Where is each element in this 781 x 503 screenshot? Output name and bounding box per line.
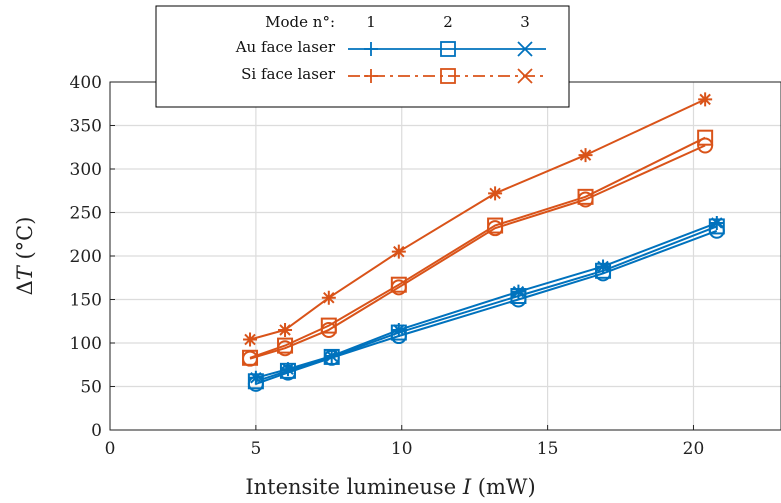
series-3: [248, 215, 724, 385]
y-tick-label: 400: [70, 73, 102, 93]
asterisk-marker: [321, 290, 336, 305]
x-axis-label-text: Intensite lumineuse: [245, 475, 462, 499]
asterisk-marker: [243, 332, 258, 347]
series-layer: [242, 92, 725, 392]
asterisk-marker: [709, 215, 724, 230]
asterisk-marker: [248, 370, 263, 385]
y-tick-label: 300: [70, 160, 102, 180]
legend: Mode n°: Au face laser Si face laser 1 2…: [155, 5, 570, 108]
series-1: [247, 222, 725, 392]
asterisk-marker: [280, 362, 295, 377]
x-axis-label-unit: (mW): [471, 475, 536, 499]
series-5: [242, 129, 714, 366]
cross-marker: [517, 68, 533, 84]
square-marker: [440, 41, 456, 57]
x-axis-label-var: I: [462, 475, 472, 499]
asterisk-marker: [578, 148, 593, 163]
asterisk-marker: [391, 244, 406, 259]
y-axis-label-unit: (°C): [13, 217, 37, 267]
series-line: [249, 144, 706, 360]
y-axis-label-var: T: [13, 264, 37, 280]
x-tick-label: 5: [250, 439, 261, 459]
legend-box: [155, 5, 570, 108]
square-marker: [487, 217, 504, 234]
y-tick-label: 100: [70, 334, 102, 354]
asterisk-marker: [278, 322, 293, 337]
square-marker: [277, 337, 294, 354]
x-tick-label: 15: [537, 439, 559, 459]
legend-mode-2: 2: [443, 13, 453, 31]
square-marker: [577, 188, 594, 205]
asterisk-marker: [511, 284, 526, 299]
square-marker: [390, 276, 407, 293]
asterisk-marker: [698, 92, 713, 107]
y-tick-label: 200: [70, 247, 102, 267]
legend-samples: [348, 41, 546, 84]
square-marker: [320, 317, 337, 334]
y-tick-label: 150: [70, 291, 102, 311]
y-tick-label: 0: [91, 421, 102, 441]
square-marker: [440, 68, 456, 84]
cross-marker: [517, 41, 533, 57]
y-tick-label: 50: [80, 378, 102, 398]
legend-label-au: Au face laser: [235, 38, 336, 56]
asterisk-marker: [391, 322, 406, 337]
series-6: [243, 92, 713, 347]
x-tick-label: 10: [391, 439, 413, 459]
y-axis-label: ΔT (°C): [13, 217, 37, 296]
asterisk-marker: [596, 259, 611, 274]
x-tick-label: 20: [683, 439, 705, 459]
legend-label-si: Si face laser: [241, 65, 336, 83]
legend-mode-3: 3: [520, 13, 530, 31]
plus-marker: [364, 69, 378, 83]
asterisk-marker: [324, 349, 339, 364]
legend-mode-1: 1: [366, 13, 376, 31]
square-marker: [242, 349, 259, 366]
plus-marker: [364, 42, 378, 56]
square-marker: [697, 129, 714, 146]
series-line: [249, 98, 706, 341]
series-line: [249, 136, 706, 359]
y-axis-label-delta: Δ: [13, 280, 37, 295]
x-tick-label: 0: [105, 439, 116, 459]
x-axis-label: Intensite lumineuse I (mW): [245, 475, 535, 499]
asterisk-marker: [488, 186, 503, 201]
y-tick-label: 350: [70, 117, 102, 137]
legend-header: Mode n°:: [265, 13, 335, 31]
y-tick-label: 250: [70, 204, 102, 224]
